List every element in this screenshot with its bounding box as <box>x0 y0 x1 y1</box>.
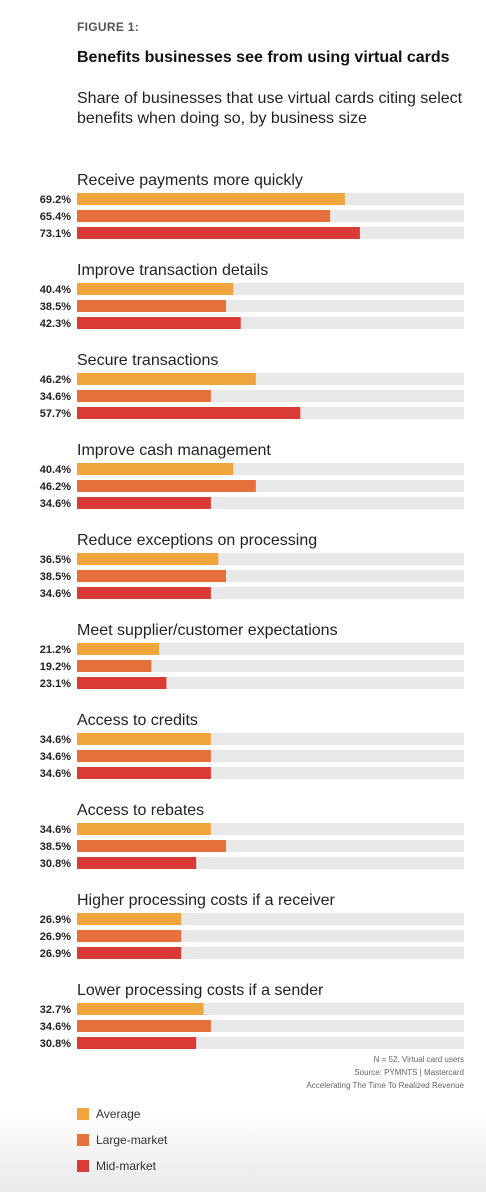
bar-secure-transactions-average <box>77 373 256 385</box>
value-label-secure-transactions-large-market: 34.6% <box>40 391 71 403</box>
bar-lower-processing-costs-if-a-sender-average <box>77 1003 204 1015</box>
bar-improve-transaction-details-average <box>77 283 234 295</box>
bar-higher-processing-costs-if-a-receiver-mid-market <box>77 947 182 959</box>
category-label-lower-processing-costs-if-a-sender: Lower processing costs if a sender <box>77 982 324 999</box>
value-label-receive-payments-more-quickly-mid-market: 73.1% <box>40 228 71 240</box>
legend-label-mid-market: Mid-market <box>96 1159 157 1173</box>
bar-improve-cash-management-mid-market <box>77 497 211 509</box>
value-label-receive-payments-more-quickly-average: 69.2% <box>40 194 71 206</box>
bar-lower-processing-costs-if-a-sender-mid-market <box>77 1037 197 1049</box>
value-label-access-to-rebates-mid-market: 30.8% <box>40 858 71 870</box>
bar-higher-processing-costs-if-a-receiver-large-market <box>77 930 182 942</box>
bar-improve-cash-management-average <box>77 463 234 475</box>
bar-reduce-exceptions-on-processing-mid-market <box>77 587 211 599</box>
bar-lower-processing-costs-if-a-sender-large-market <box>77 1020 211 1032</box>
category-label-meet-supplier-customer-expectations: Meet supplier/customer expectations <box>77 622 338 639</box>
legend-swatch-average <box>77 1108 89 1120</box>
bar-access-to-credits-large-market <box>77 750 211 762</box>
value-label-lower-processing-costs-if-a-sender-large-market: 34.6% <box>40 1021 71 1033</box>
bar-meet-supplier-customer-expectations-average <box>77 643 159 655</box>
value-label-reduce-exceptions-on-processing-mid-market: 34.6% <box>40 588 71 600</box>
category-label-access-to-rebates: Access to rebates <box>77 802 204 819</box>
value-label-improve-transaction-details-large-market: 38.5% <box>40 301 71 313</box>
value-label-meet-supplier-customer-expectations-mid-market: 23.1% <box>40 678 71 690</box>
value-label-meet-supplier-customer-expectations-average: 21.2% <box>40 644 71 656</box>
value-label-meet-supplier-customer-expectations-large-market: 19.2% <box>40 661 71 673</box>
bar-receive-payments-more-quickly-average <box>77 193 345 205</box>
value-label-higher-processing-costs-if-a-receiver-mid-market: 26.9% <box>40 948 71 960</box>
category-label-secure-transactions: Secure transactions <box>77 352 218 369</box>
value-label-access-to-rebates-large-market: 38.5% <box>40 841 71 853</box>
bar-secure-transactions-large-market <box>77 390 211 402</box>
figure-label: FIGURE 1: <box>77 20 140 34</box>
value-label-secure-transactions-average: 46.2% <box>40 374 71 386</box>
bar-track-meet-supplier-customer-expectations-large-market <box>77 660 464 672</box>
bar-meet-supplier-customer-expectations-large-market <box>77 660 152 672</box>
bar-access-to-credits-average <box>77 733 211 745</box>
category-label-reduce-exceptions-on-processing: Reduce exceptions on processing <box>77 532 317 549</box>
footnote-sample: N = 52, Virtual card users <box>373 1055 464 1064</box>
value-label-reduce-exceptions-on-processing-large-market: 38.5% <box>40 571 71 583</box>
bar-secure-transactions-mid-market <box>77 407 301 419</box>
bar-meet-supplier-customer-expectations-mid-market <box>77 677 167 689</box>
value-label-improve-cash-management-large-market: 46.2% <box>40 481 71 493</box>
legend-swatch-large-market <box>77 1134 89 1146</box>
bar-improve-transaction-details-mid-market <box>77 317 241 329</box>
category-label-higher-processing-costs-if-a-receiver: Higher processing costs if a receiver <box>77 892 336 909</box>
value-label-lower-processing-costs-if-a-sender-mid-market: 30.8% <box>40 1038 71 1050</box>
legend-swatch-mid-market <box>77 1160 89 1172</box>
category-label-access-to-credits: Access to credits <box>77 712 198 729</box>
value-label-improve-transaction-details-mid-market: 42.3% <box>40 318 71 330</box>
value-label-secure-transactions-mid-market: 57.7% <box>40 408 71 420</box>
value-label-higher-processing-costs-if-a-receiver-average: 26.9% <box>40 914 71 926</box>
footnote-report: Accelerating The Time To Realized Revenu… <box>306 1081 464 1090</box>
value-label-improve-transaction-details-average: 40.4% <box>40 284 71 296</box>
value-label-access-to-rebates-average: 34.6% <box>40 824 71 836</box>
value-label-access-to-credits-large-market: 34.6% <box>40 751 71 763</box>
bar-higher-processing-costs-if-a-receiver-average <box>77 913 182 925</box>
category-label-improve-cash-management: Improve cash management <box>77 442 271 459</box>
bar-improve-transaction-details-large-market <box>77 300 226 312</box>
bar-track-meet-supplier-customer-expectations-mid-market <box>77 677 464 689</box>
footnote: N = 52, Virtual card users Source: PYMNT… <box>306 1053 464 1092</box>
value-label-improve-cash-management-average: 40.4% <box>40 464 71 476</box>
legend-label-average: Average <box>96 1107 141 1121</box>
legend-label-large-market: Large-market <box>96 1133 168 1147</box>
bar-receive-payments-more-quickly-mid-market <box>77 227 360 239</box>
bar-reduce-exceptions-on-processing-large-market <box>77 570 226 582</box>
bar-improve-cash-management-large-market <box>77 480 256 492</box>
category-label-receive-payments-more-quickly: Receive payments more quickly <box>77 172 303 189</box>
value-label-higher-processing-costs-if-a-receiver-large-market: 26.9% <box>40 931 71 943</box>
bar-access-to-rebates-average <box>77 823 211 835</box>
footnote-source: Source: PYMNTS | Mastercard <box>354 1068 464 1077</box>
category-label-improve-transaction-details: Improve transaction details <box>77 262 268 279</box>
value-label-access-to-credits-mid-market: 34.6% <box>40 768 71 780</box>
value-label-receive-payments-more-quickly-large-market: 65.4% <box>40 211 71 223</box>
bar-receive-payments-more-quickly-large-market <box>77 210 331 222</box>
value-label-access-to-credits-average: 34.6% <box>40 734 71 746</box>
bar-access-to-rebates-large-market <box>77 840 226 852</box>
bar-reduce-exceptions-on-processing-average <box>77 553 219 565</box>
value-label-lower-processing-costs-if-a-sender-average: 32.7% <box>40 1004 71 1016</box>
bar-access-to-rebates-mid-market <box>77 857 197 869</box>
value-label-reduce-exceptions-on-processing-average: 36.5% <box>40 554 71 566</box>
chart-subtitle: Share of businesses that use virtual car… <box>77 90 463 127</box>
bar-track-meet-supplier-customer-expectations-average <box>77 643 464 655</box>
bar-chart: Receive payments more quickly 69.2% 65.4% 7… <box>40 172 464 1050</box>
value-label-improve-cash-management-mid-market: 34.6% <box>40 498 71 510</box>
chart-title: Benefits businesses see from using virtu… <box>77 49 450 66</box>
bar-access-to-credits-mid-market <box>77 767 211 779</box>
